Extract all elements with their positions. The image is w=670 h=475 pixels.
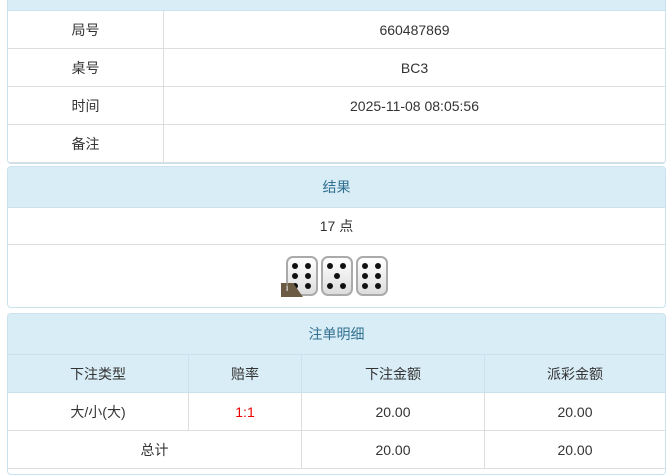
table-row: 桌号 BC3	[8, 48, 665, 87]
label: 时间	[8, 86, 164, 125]
pip	[327, 283, 334, 290]
table-row: 时间 2025-11-08 08:05:56	[8, 86, 665, 125]
pip	[333, 273, 340, 279]
table-number: BC3	[163, 48, 665, 87]
pip	[362, 262, 369, 269]
pip	[304, 273, 311, 279]
pip	[374, 273, 381, 279]
bet-type: 大/小(大)	[8, 392, 189, 431]
bet-details-title: 注单明细	[8, 314, 665, 355]
pip	[327, 262, 334, 269]
payout-amount: 20.00	[484, 392, 665, 431]
pip	[339, 283, 346, 290]
label: 备注	[8, 124, 164, 163]
result-points: 17 点	[8, 208, 665, 245]
table-header: 下注类型 赔率 下注金额 派彩金额	[8, 355, 665, 393]
column-header: 派彩金额	[484, 355, 665, 393]
panel-header	[8, 0, 665, 11]
pip	[304, 262, 311, 269]
pip	[292, 273, 299, 279]
column-header: 下注类型	[8, 355, 189, 393]
dice-row	[8, 245, 665, 307]
time: 2025-11-08 08:05:56	[163, 86, 665, 125]
table-row: 局号 660487869	[8, 11, 665, 49]
die-6	[355, 256, 388, 296]
pip	[362, 283, 369, 290]
result-panel: 结果 17 点	[7, 166, 666, 308]
label: 桌号	[8, 48, 164, 87]
pip	[292, 283, 299, 290]
round-number: 660487869	[163, 11, 665, 49]
bet-details-table: 下注类型 赔率 下注金额 派彩金额 大/小(大) 1:1 20.00 20.00…	[8, 355, 665, 469]
pip	[339, 262, 346, 269]
pip	[374, 283, 381, 290]
table-row: 大/小(大) 1:1 20.00 20.00	[8, 392, 665, 431]
round-info-panel: 局号 660487869 桌号 BC3 时间 2025-11-08 08:05:56 …	[7, 0, 666, 164]
bet-amount: 20.00	[301, 392, 485, 431]
result-title: 结果	[8, 167, 665, 208]
remark	[163, 124, 665, 163]
pip	[362, 273, 369, 279]
label: 局号	[8, 11, 164, 49]
pip	[304, 283, 311, 290]
column-header: 赔率	[188, 355, 302, 393]
die-5	[320, 256, 353, 296]
pip	[374, 262, 381, 269]
bet-details-panel: 注单明细 下注类型 赔率 下注金额 派彩金额 大/小(大) 1:1 20.00 …	[7, 313, 666, 475]
pip	[292, 262, 299, 269]
table-row: 备注	[8, 124, 665, 163]
column-header: 下注金额	[301, 355, 485, 393]
odds: 1:1	[188, 392, 302, 431]
round-info-table: 局号 660487869 桌号 BC3 时间 2025-11-08 08:05:56 …	[8, 11, 665, 163]
